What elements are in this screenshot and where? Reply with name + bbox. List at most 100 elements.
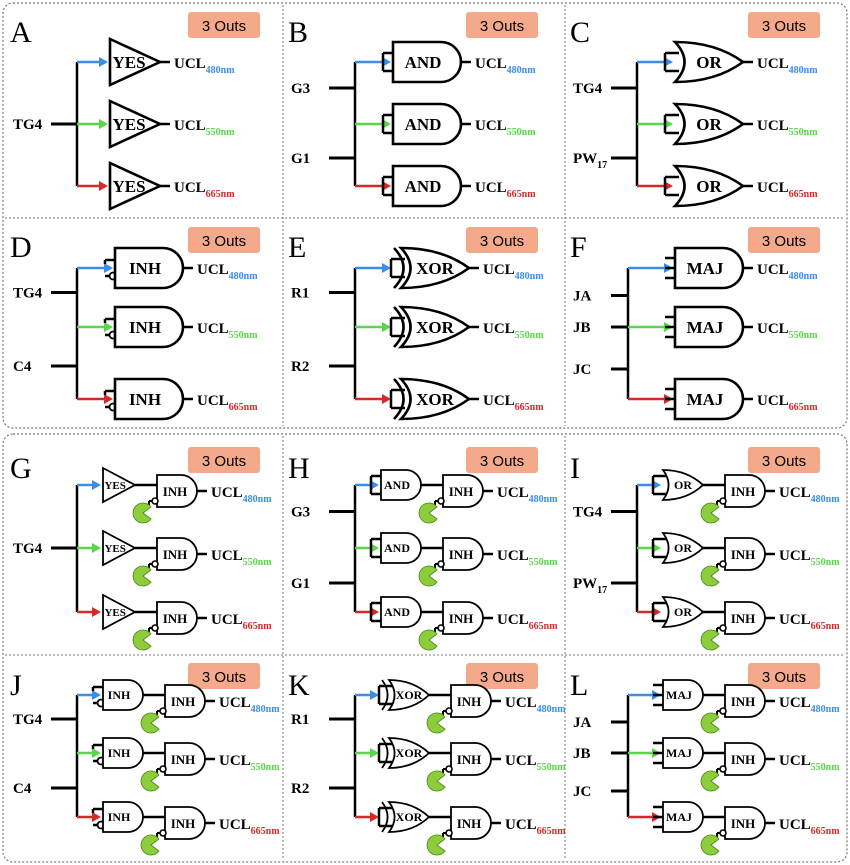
output-label: UCL665nm: [497, 612, 558, 632]
inh-gate-shape: [442, 601, 484, 635]
output-label: UCL480nm: [779, 485, 840, 505]
yes-gate-shape: [108, 160, 164, 212]
gate-label: OR: [696, 53, 722, 72]
wavelength-subscript: 550nm: [515, 330, 545, 341]
maj-gate-shape: [662, 801, 704, 833]
output-label: UCL665nm: [211, 612, 272, 632]
inhibitor-pacman-icon: [700, 834, 720, 856]
gate-label: INH: [108, 688, 131, 702]
wavelength-subscript: 550nm: [789, 330, 819, 341]
arrow-head: [92, 690, 101, 700]
maj-gate-shape: [673, 246, 745, 290]
output-label: UCL665nm: [757, 180, 818, 200]
arrow-head: [370, 812, 379, 822]
output-label: UCL665nm: [174, 180, 235, 200]
output-label: UCL665nm: [779, 817, 840, 837]
outs-badge-label: 3 Outs: [202, 669, 246, 686]
yes-gate-shape: [102, 593, 137, 631]
outs-badge-label: 3 Outs: [762, 669, 806, 686]
inh-gate-shape: [442, 537, 484, 571]
maj-gate-shape: [673, 377, 745, 421]
inhibitor-pacman-icon: [132, 502, 152, 524]
wavelength-subscript: 665nm: [507, 189, 537, 200]
inh-gate-label: INH: [171, 752, 196, 767]
output-label: UCL550nm: [219, 753, 280, 773]
wavelength-subscript: 480nm: [251, 704, 281, 715]
inh-gate-label: INH: [731, 611, 756, 626]
panel-l: L 3 Outs JA JB JC MAJ INH UCL480nm MAJ INH UCL550n…: [570, 663, 840, 856]
or-gate-shape: [671, 102, 746, 146]
inhibitor-pacman-icon: [426, 834, 446, 856]
inh-gate-label: INH: [171, 694, 196, 709]
gate-label: INH: [129, 390, 161, 409]
inh-gate-shape: [113, 246, 185, 290]
inh-gate-shape: [724, 537, 766, 571]
wavelength-subscript: 480nm: [229, 271, 259, 282]
inhibitor-pacman-icon: [418, 629, 438, 651]
inh-gate-shape: [724, 806, 766, 840]
inh-gate-shape: [450, 806, 492, 840]
inhibitor-pacman-icon: [140, 770, 160, 792]
inh-gate-label: INH: [731, 816, 756, 831]
input-label: PW17: [573, 576, 607, 596]
inh-gate-shape: [724, 474, 766, 508]
and-gate-shape: [391, 102, 463, 146]
outs-badge-label: 3 Outs: [480, 669, 524, 686]
gate-label: OR: [674, 541, 692, 555]
xor-gate-shape: [397, 305, 472, 349]
panel-letter: K: [288, 669, 310, 702]
input-label: JC: [573, 784, 591, 800]
panel-letter: J: [10, 669, 22, 702]
xor-extra-arc: [381, 737, 389, 769]
wavelength-subscript: 550nm: [206, 127, 236, 138]
arrow-head: [382, 322, 391, 332]
outs-badge-label: 3 Outs: [480, 233, 524, 250]
arrow-head: [92, 480, 101, 490]
inh-gate-shape: [102, 737, 144, 769]
output-label: UCL550nm: [174, 118, 235, 138]
output-label: UCL550nm: [211, 548, 272, 568]
wavelength-subscript: 550nm: [229, 330, 259, 341]
wavelength-subscript: 480nm: [529, 494, 559, 505]
wavelength-subscript: 480nm: [206, 65, 236, 76]
inh-gate-shape: [156, 537, 198, 571]
gate-label: XOR: [416, 318, 455, 337]
panel-e: E 3 Outs R1 R2 XOR UCL480nm XOR UCL550nm XOR UCL6…: [288, 227, 545, 421]
or-gate-shape: [661, 469, 705, 501]
wavelength-subscript: 480nm: [243, 494, 273, 505]
gate-label: INH: [129, 318, 161, 337]
wavelength-subscript: 665nm: [243, 621, 273, 632]
xor-extra-arc: [381, 679, 389, 711]
wavelength-subscript: 480nm: [789, 65, 819, 76]
wavelength-subscript: 480nm: [789, 271, 819, 282]
outs-badge: [466, 447, 538, 473]
input-label: JB: [573, 320, 591, 336]
gate-label: MAJ: [666, 746, 692, 760]
panel-letter: F: [570, 231, 587, 264]
inh-bubble-icon: [719, 624, 727, 632]
output-label: UCL665nm: [505, 817, 566, 837]
output-label: UCL480nm: [174, 56, 235, 76]
gate-label: AND: [384, 541, 410, 555]
output-label: UCL665nm: [475, 180, 536, 200]
gate-label: AND: [405, 177, 442, 196]
gate-label: YES: [104, 543, 125, 555]
outs-badge-label: 3 Outs: [480, 453, 524, 470]
group-frame-bottom: [2, 433, 848, 863]
arrow-head: [99, 119, 108, 129]
outs-badge: [466, 12, 538, 38]
wavelength-subscript: 480nm: [811, 494, 841, 505]
inhibitor-pacman-icon: [132, 629, 152, 651]
inhibitor-pacman-icon: [140, 712, 160, 734]
arrow-head: [370, 690, 379, 700]
inh-gate-label: INH: [731, 694, 756, 709]
input-label: C4: [13, 781, 32, 797]
output-label: UCL480nm: [497, 485, 558, 505]
gate-label: AND: [384, 605, 410, 619]
maj-gate-shape: [662, 679, 704, 711]
yes-gate-shape: [108, 36, 164, 88]
arrow-head: [382, 394, 391, 404]
input-label: R1: [291, 712, 309, 728]
inh-gate-label: INH: [457, 816, 482, 831]
gate-label: OR: [674, 605, 692, 619]
